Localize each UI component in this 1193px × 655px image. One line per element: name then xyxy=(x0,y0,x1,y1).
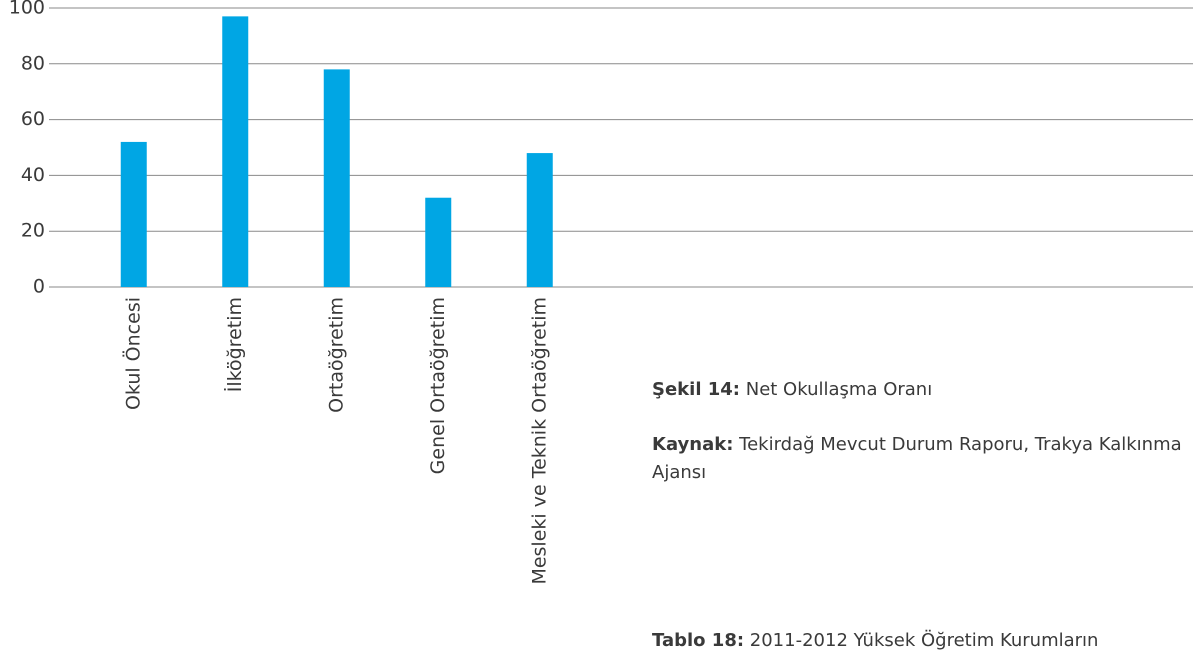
bar xyxy=(120,141,147,287)
y-tick-label: 100 xyxy=(9,0,45,19)
x-tick-label: Okul Öncesi xyxy=(121,297,144,410)
caption-label: Şekil 14: xyxy=(652,379,740,400)
caption-text: 2011-2012 Yüksek Öğretim Kurumların xyxy=(749,630,1099,651)
bar xyxy=(323,69,350,287)
caption-label: Kaynak: xyxy=(652,434,734,455)
bar xyxy=(222,16,249,288)
x-tick-label: Genel Ortaöğretim xyxy=(427,297,449,474)
y-tick-label: 0 xyxy=(33,276,45,298)
bar xyxy=(526,153,553,287)
x-tick-label: İlköğretim xyxy=(223,297,246,392)
caption-label: Tablo 18: xyxy=(652,630,745,651)
x-tick-label: Ortaöğretim xyxy=(325,297,347,413)
y-tick-label: 20 xyxy=(21,220,45,242)
bar xyxy=(425,197,452,287)
source-caption: Kaynak: Tekirdağ Mevcut Durum Raporu, Tr… xyxy=(652,431,1192,487)
y-tick-label: 60 xyxy=(21,108,45,130)
caption-text: Tekirdağ Mevcut Durum Raporu, Trakya Kal… xyxy=(652,434,1182,483)
y-tick-label: 40 xyxy=(21,164,45,186)
table-caption: Tablo 18: 2011-2012 Yüksek Öğretim Kurum… xyxy=(652,627,1192,655)
x-tick-label: Mesleki ve Teknik Ortaöğretim xyxy=(528,297,550,585)
figure-caption: Şekil 14: Net Okullaşma Oranı xyxy=(652,376,1192,404)
caption-text: Net Okullaşma Oranı xyxy=(745,379,933,400)
y-tick-label: 80 xyxy=(21,52,45,74)
